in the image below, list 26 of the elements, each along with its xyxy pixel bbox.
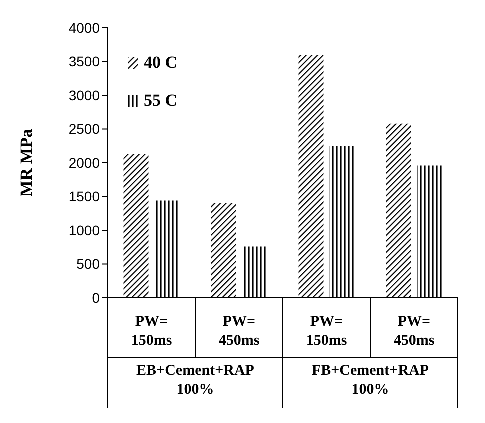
bar <box>154 200 180 298</box>
x-tick-label: PW= 150ms <box>131 314 172 349</box>
bar <box>124 154 149 298</box>
y-tick-label: 2500 <box>68 121 100 138</box>
y-tick-label: 3000 <box>68 87 100 104</box>
y-tick-label: 500 <box>76 256 100 272</box>
legend-label: 55 C <box>144 91 178 111</box>
bar <box>386 124 412 298</box>
bar <box>330 146 355 298</box>
text: FB+Cement+RAP 100% <box>310 362 430 400</box>
y-tick-label: 0 <box>92 290 100 306</box>
y-tick-label: 2000 <box>68 154 100 171</box>
legend-label: 40 C <box>144 53 178 73</box>
x-tick-label: PW= 150ms <box>306 314 348 349</box>
bar <box>211 204 236 298</box>
text: EB+Cement+RAP 100% <box>136 362 256 400</box>
bar <box>298 55 324 298</box>
y-tick-label: 1500 <box>68 188 100 205</box>
y-tick-label: 4000 <box>68 20 100 36</box>
bar <box>242 246 268 298</box>
y-axis-title: MR MPa <box>17 128 36 197</box>
y-tick-label: 1000 <box>68 222 100 238</box>
x-tick-label: PW= 450ms <box>218 314 260 349</box>
x-tick-label: PW= 450ms <box>394 314 435 349</box>
bar <box>417 166 442 298</box>
y-tick-label: 3500 <box>68 54 100 70</box>
